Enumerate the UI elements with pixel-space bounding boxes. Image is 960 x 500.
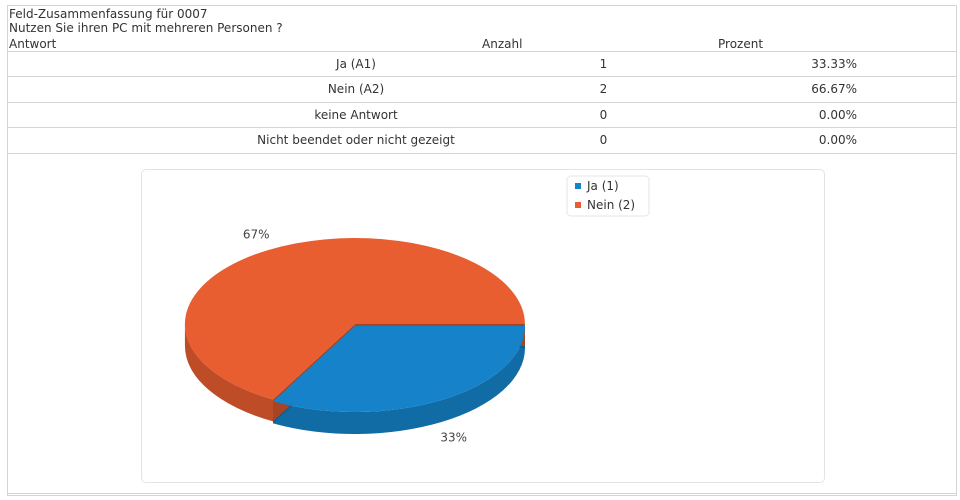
answer-label: keine Antwort <box>314 108 398 122</box>
pie-slice <box>184 237 525 400</box>
answer-count: 1 <box>599 57 608 71</box>
legend-swatch <box>575 202 581 208</box>
bottom-divider <box>8 493 956 494</box>
legend-item: Nein (2) <box>587 198 635 212</box>
table-row: Ja (A1) 1 33.33% <box>8 51 956 76</box>
column-header-count: Anzahl <box>482 37 523 51</box>
answer-percent: 0.00% <box>818 133 857 147</box>
table-row: Nicht beendet oder nicht gezeigt 0 0.00% <box>8 127 956 154</box>
column-header-answer: Antwort <box>9 37 57 51</box>
answer-label: Nein (A2) <box>327 82 385 96</box>
answer-label: Ja (A1) <box>336 57 376 71</box>
legend-item: Ja (1) <box>586 179 619 193</box>
answer-count: 0 <box>599 108 608 122</box>
table-row: keine Antwort 0 0.00% <box>8 102 956 127</box>
summary-frame <box>7 5 957 496</box>
question-text: Nutzen Sie ihren PC mit mehreren Persone… <box>9 21 283 35</box>
slice-label: 33% <box>440 431 467 445</box>
legend: Ja (1) Nein (2) <box>566 175 650 217</box>
answer-label: Nicht beendet oder nicht gezeigt <box>257 133 455 147</box>
legend-swatch <box>575 183 581 189</box>
pie-slice <box>273 326 525 412</box>
answer-percent: 0.00% <box>818 108 857 122</box>
column-header-percent: Prozent <box>718 37 764 51</box>
summary-title: Feld-Zusammenfassung für 0007 <box>9 7 208 21</box>
answer-count: 0 <box>599 133 608 147</box>
answer-percent: 33.33% <box>811 57 857 71</box>
slice-label: 67% <box>243 227 270 241</box>
answer-percent: 66.67% <box>811 82 857 96</box>
table-row: Nein (A2) 2 66.67% <box>8 76 956 101</box>
answer-count: 2 <box>599 82 608 96</box>
